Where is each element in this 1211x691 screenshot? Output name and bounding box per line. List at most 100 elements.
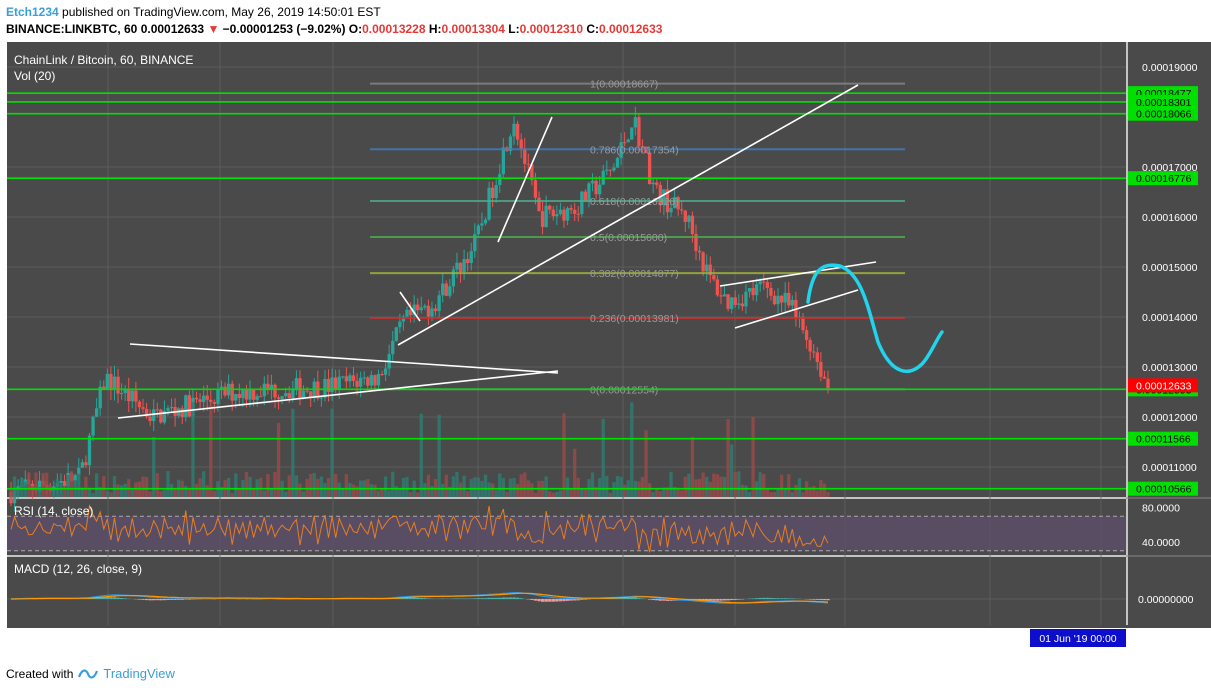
projection-curve [806, 263, 944, 373]
rsi-tick-label: 40.0000 [1142, 537, 1180, 549]
volume-bar [515, 484, 520, 497]
candle-body [804, 330, 809, 340]
volume-bar [301, 491, 306, 497]
macd-title: MACD (12, 26, close, 9) [14, 562, 142, 576]
candle-body [751, 288, 755, 296]
macd-histogram-bar [494, 597, 498, 599]
candle-body [762, 281, 766, 283]
main-pane-bg [7, 42, 1126, 497]
macd-histogram-bar [655, 599, 659, 601]
tradingview-brand[interactable]: TradingView [103, 666, 175, 681]
candle-body [187, 395, 192, 417]
candle-body [715, 279, 720, 296]
candle-body [401, 316, 406, 322]
candle-body [633, 117, 638, 128]
candle-body [694, 234, 698, 251]
candle-body [498, 174, 502, 185]
volume-bar [87, 487, 92, 497]
macd-histogram-bar [769, 597, 773, 599]
volume-bar [16, 487, 20, 497]
macd-histogram-bar [765, 597, 770, 599]
fib-level-label: 0.382(0.00014877) [590, 268, 679, 280]
volume-bar [822, 483, 827, 497]
macd-histogram-bar [583, 599, 588, 600]
volume-bar [555, 491, 559, 497]
candle-body [294, 378, 299, 389]
volume-bar [102, 476, 106, 497]
macd-histogram-bar [705, 599, 709, 601]
candle-body [77, 467, 81, 476]
volume-bar [505, 491, 509, 497]
volume-bar [62, 485, 67, 497]
candle-body [219, 386, 224, 390]
time-tick-label: 24 [617, 633, 629, 645]
macd-histogram-bar [109, 597, 113, 599]
candle-body [209, 399, 213, 402]
date-tag-label: 01 Jun '19 00:00 [1039, 633, 1116, 645]
candle-body [137, 401, 142, 408]
candle-body [672, 197, 677, 208]
author-name[interactable]: Etch1234 [6, 5, 59, 19]
time-tick-label: 17 [102, 633, 114, 645]
volume-bar [194, 484, 199, 497]
volume-bar [159, 491, 163, 497]
macd-histogram-bar [762, 597, 766, 599]
price-tick-label: 0.00011000 [1142, 462, 1197, 474]
macd-histogram-bar [626, 598, 630, 599]
macd-histogram-bar [647, 599, 652, 600]
fib-level-label: 0(0.00012554) [590, 384, 658, 396]
candle-body [690, 215, 695, 235]
volume-bar [441, 484, 445, 497]
macd-histogram-bar [608, 598, 613, 599]
volume-bar [276, 422, 281, 497]
candle-body [705, 264, 709, 272]
price-tick-label: 0.00012000 [1142, 412, 1198, 424]
publish-line: Etch1234 published on TradingView.com, M… [6, 5, 381, 19]
macd-histogram-bar [819, 599, 823, 601]
volume-bar [230, 492, 234, 497]
candle-body [155, 409, 159, 411]
trend-line [117, 370, 559, 419]
candle-body [369, 375, 373, 386]
volume-bar [715, 474, 720, 497]
volume-bar [448, 487, 452, 497]
trend-line [719, 261, 877, 287]
macd-histogram-bar [630, 597, 634, 599]
fib-level-label: 0.5(0.00015600) [590, 232, 667, 244]
candle-body [655, 182, 659, 185]
change-text: −0.00001253 (−9.02%) [222, 22, 346, 36]
macd-histogram-bar [733, 599, 737, 600]
close-value: 0.00012633 [599, 22, 663, 36]
volume-bar [405, 476, 409, 497]
candle-body [737, 303, 741, 305]
candle-body [494, 184, 498, 199]
macd-histogram-bar [555, 599, 559, 602]
volume-bar [466, 491, 470, 497]
volume-bar [9, 488, 13, 497]
candle-body [730, 297, 734, 309]
volume-bar [266, 473, 270, 497]
candle-body [801, 316, 805, 331]
volume-bar [558, 490, 563, 497]
volume-bar [80, 487, 85, 497]
candle-body [630, 127, 634, 140]
macd-histogram-bar [423, 598, 427, 599]
macd-histogram-bar [173, 599, 177, 600]
candle-body [301, 390, 306, 399]
candle-body [255, 396, 259, 400]
volume-bar [383, 476, 388, 497]
candle-body [419, 307, 423, 311]
volume-bar [27, 472, 31, 497]
candle-body [362, 377, 366, 379]
volume-bar [162, 490, 167, 497]
candle-body [583, 191, 588, 202]
trading-chart[interactable]: 0.00019000 0.00017000 0.00016000 0.00015000… [0, 40, 1211, 660]
candle-body [169, 406, 174, 409]
candle-body [323, 378, 327, 398]
volume-bar [644, 430, 648, 497]
last-price-label: 0.00012633 [1136, 380, 1192, 392]
volume-bar [726, 419, 730, 497]
candle-body [462, 259, 466, 272]
candle-body [740, 303, 745, 307]
macd-histogram-bar [790, 598, 794, 599]
